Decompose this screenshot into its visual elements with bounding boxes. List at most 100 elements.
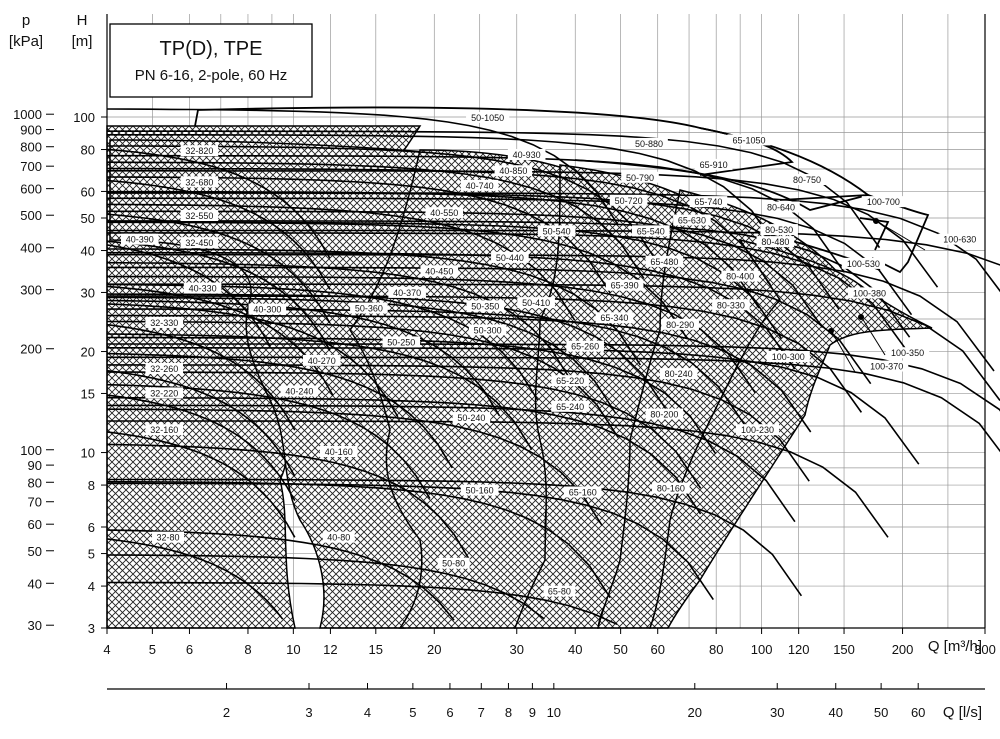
curve-32-330 xyxy=(106,323,296,431)
frame-50-1050 xyxy=(194,106,794,176)
tick-label-ls: 60 xyxy=(911,705,925,720)
tick-label-ls: 9 xyxy=(529,705,536,720)
pump-label-32-330: 32-330 xyxy=(150,318,178,328)
label-bg-80-750 xyxy=(788,174,826,186)
pump-label-65-630: 65-630 xyxy=(678,215,706,225)
pump-label-65-160: 65-160 xyxy=(569,487,597,497)
label-bg-65-160 xyxy=(563,486,602,498)
frame-65-1050 xyxy=(699,127,871,201)
pump-label-80-530: 80-530 xyxy=(765,225,793,235)
tick-label-h: 50 xyxy=(81,211,95,226)
tick-label-q: 50 xyxy=(613,642,627,657)
tick-label-q: 40 xyxy=(568,642,582,657)
tick-label-p: 200 xyxy=(20,342,42,357)
pump-label-80-330: 80-330 xyxy=(717,300,745,310)
axis-titles: p [kPa] H [m] Q [m³/h] Q [l/s] xyxy=(9,12,982,721)
label-bg-40-370 xyxy=(388,286,426,298)
tick-label-p: 60 xyxy=(28,517,42,532)
tick-label-q: 60 xyxy=(650,642,664,657)
tick-label-h: 6 xyxy=(88,520,95,535)
tick-label-p: 400 xyxy=(20,241,42,256)
label-bg-50-160 xyxy=(460,484,499,496)
pump-label-80-240: 80-240 xyxy=(665,369,693,379)
pump-label-80-160: 80-160 xyxy=(657,484,685,494)
curve-100-630 xyxy=(107,229,1000,266)
pump-label-40-550: 40-550 xyxy=(430,208,458,218)
tick-label-h: 100 xyxy=(73,110,95,125)
label-bg-32-80 xyxy=(152,531,185,543)
tick-label-p: 700 xyxy=(20,159,42,174)
pump-label-40-370: 40-370 xyxy=(393,288,421,298)
tick-label-q: 200 xyxy=(892,642,914,657)
curve-80-640 xyxy=(107,197,913,316)
label-bg-65-340 xyxy=(595,312,634,324)
label-bg-80-240 xyxy=(659,368,698,380)
pump-label-50-250: 50-250 xyxy=(387,337,415,347)
curve-32-450 xyxy=(106,240,331,351)
label-bg-65-540 xyxy=(632,225,670,237)
curve-40-550 xyxy=(106,203,576,321)
callout-dot-100-370 xyxy=(828,328,834,334)
tick-label-ls: 30 xyxy=(770,705,784,720)
label-bg-80-480 xyxy=(756,236,795,248)
label-bg-32-160 xyxy=(145,424,184,436)
label-bg-32-550 xyxy=(180,210,219,222)
curve-50-250 xyxy=(106,333,533,451)
chart-subtitle: PN 6-16, 2-pole, 60 Hz xyxy=(135,67,288,84)
label-bg-40-390 xyxy=(120,233,159,245)
pump-label-40-270: 40-270 xyxy=(308,356,336,366)
pump-label-40-330: 40-330 xyxy=(189,284,217,294)
curve-50-350 xyxy=(107,296,617,414)
pump-label-100-530: 100-530 xyxy=(847,259,880,269)
curve-40-240 xyxy=(106,383,431,500)
pump-label-100-230: 100-230 xyxy=(741,425,774,435)
tick-label-ls: 7 xyxy=(478,705,485,720)
tick-label-q: 80 xyxy=(709,642,723,657)
pump-label-40-930: 40-930 xyxy=(513,150,541,160)
tick-label-ls: 5 xyxy=(409,705,416,720)
curve-65-80 xyxy=(107,581,618,626)
label-bg-65-480 xyxy=(645,255,684,267)
tick-label-h: 30 xyxy=(81,285,95,300)
label-bg-32-220 xyxy=(145,387,184,399)
tick-label-p: 50 xyxy=(28,544,42,559)
curve-32-220 xyxy=(106,394,296,501)
curve-50-410 xyxy=(106,293,668,411)
pump-label-40-850: 40-850 xyxy=(499,166,527,176)
label-bg-32-820 xyxy=(180,145,219,157)
frame-100-630 xyxy=(859,217,890,251)
label-bg-80-160 xyxy=(652,482,690,494)
label-bg-50-240 xyxy=(452,412,491,424)
pump-label-50-300: 50-300 xyxy=(474,325,502,335)
pump-label-80-480: 80-480 xyxy=(761,237,789,247)
pump-label-65-220: 65-220 xyxy=(556,376,584,386)
curve-65-220 xyxy=(107,371,702,489)
pump-label-65-80: 65-80 xyxy=(548,587,571,597)
tick-label-q: 5 xyxy=(149,642,156,657)
tick-label-p: 900 xyxy=(20,123,42,138)
tick-label-h: 10 xyxy=(81,446,95,461)
q-ls-label: Q [l/s] xyxy=(943,704,982,721)
label-bg-32-450 xyxy=(180,237,219,249)
tick-label-ls: 8 xyxy=(505,705,512,720)
h-unit: [m] xyxy=(72,33,93,50)
curve-80-290 xyxy=(107,314,812,433)
label-bg-40-740 xyxy=(460,179,499,191)
pump-label-40-450: 40-450 xyxy=(425,266,453,276)
pump-label-50-1050: 50-1050 xyxy=(471,113,504,123)
pump-label-40-160: 40-160 xyxy=(325,447,353,457)
pump-label-32-450: 32-450 xyxy=(185,238,213,248)
pump-label-40-240: 40-240 xyxy=(285,386,313,396)
curve-50-240 xyxy=(106,408,603,526)
pump-label-80-400: 80-400 xyxy=(726,272,754,282)
title-box-frame xyxy=(109,23,313,98)
curve-100-530 xyxy=(107,253,995,372)
label-bg-65-390 xyxy=(605,279,644,291)
pump-label-100-300: 100-300 xyxy=(772,352,805,362)
label-bg-80-290 xyxy=(661,318,699,330)
curve-32-260 xyxy=(106,369,296,477)
tick-label-h: 4 xyxy=(88,579,95,594)
region-100 xyxy=(648,238,933,629)
tick-label-p: 30 xyxy=(28,618,42,633)
tick-label-h: 8 xyxy=(88,478,95,493)
